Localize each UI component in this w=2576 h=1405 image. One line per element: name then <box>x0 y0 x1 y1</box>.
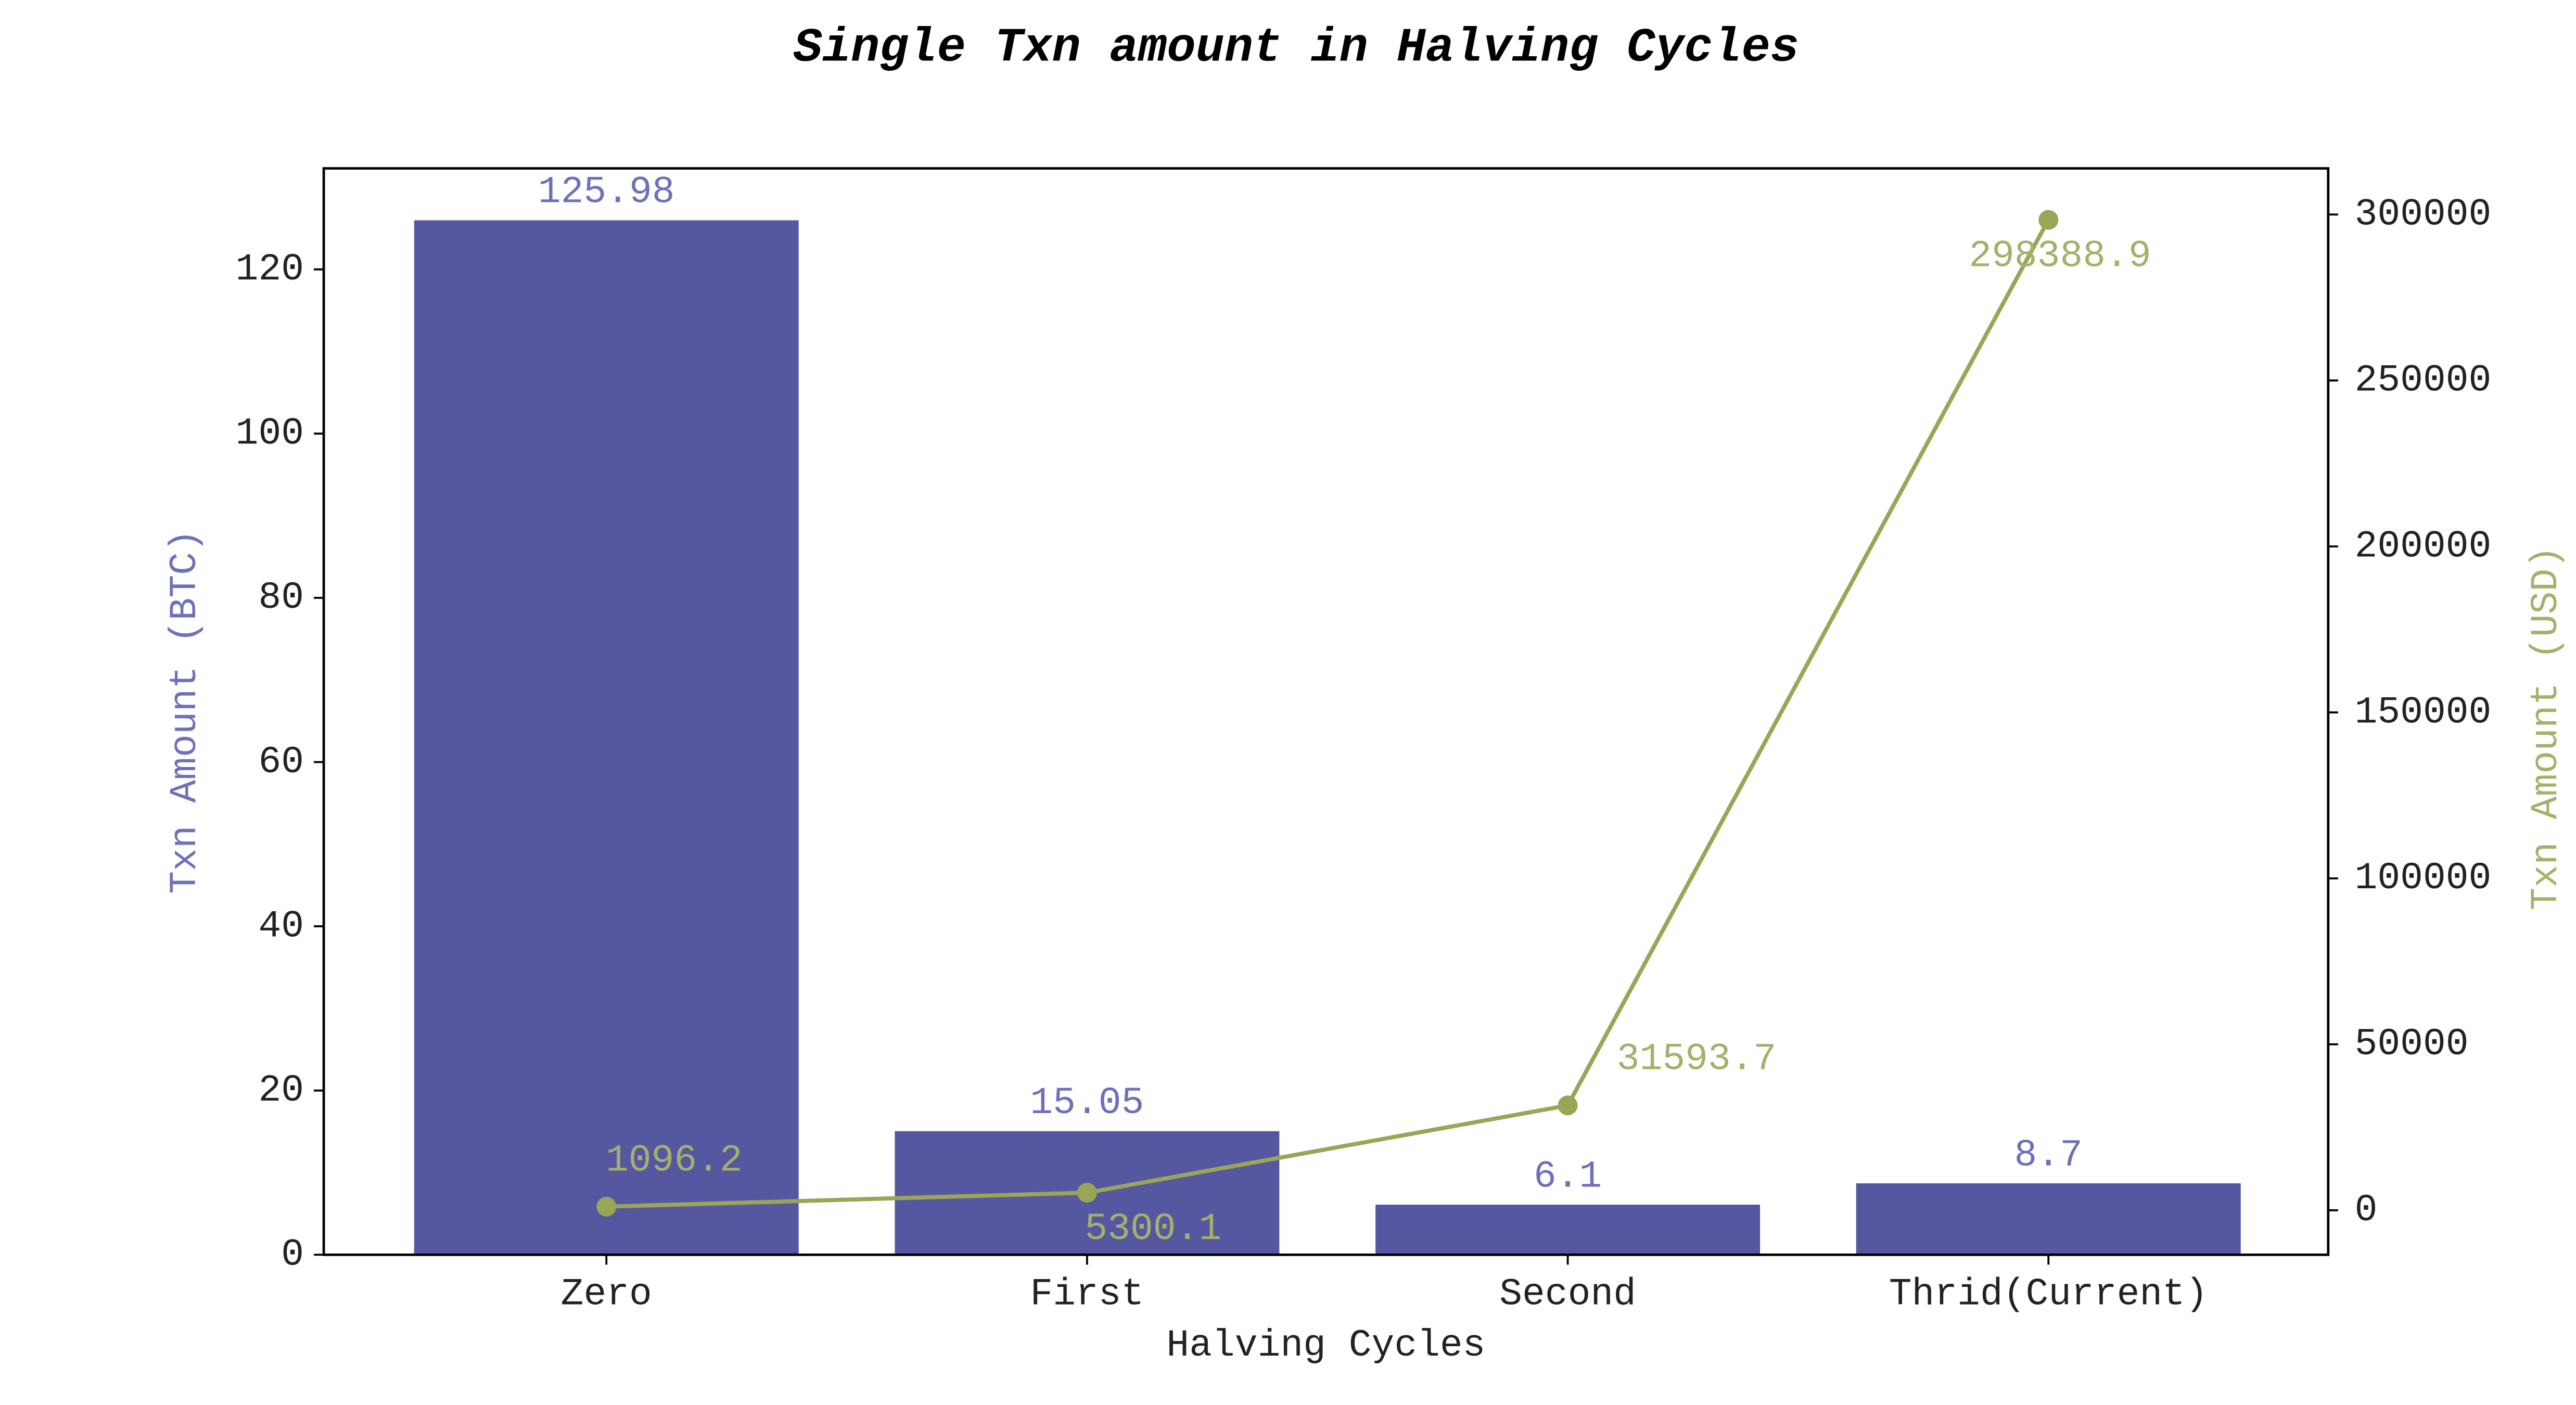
x-axis-label: Halving Cycles <box>1166 1324 1485 1367</box>
bar-value-label: 8.7 <box>2014 1133 2083 1177</box>
plot-frame <box>322 167 2330 1256</box>
bar-value-label: 15.05 <box>1030 1081 1144 1125</box>
y2-tick-label: 150000 <box>2355 691 2492 734</box>
y2-tick-label: 250000 <box>2355 359 2492 402</box>
y2-tick-label: 50000 <box>2355 1023 2469 1066</box>
bar-value-label: 125.98 <box>538 171 675 214</box>
line-value-label: 5300.1 <box>1085 1207 1221 1250</box>
line-value-label: 298388.9 <box>1969 235 2151 278</box>
line-value-label: 1096.2 <box>606 1139 743 1182</box>
bar-value-label: 6.1 <box>1534 1155 1602 1198</box>
y-tick-label: 80 <box>258 576 304 619</box>
line-point <box>596 1196 617 1217</box>
line-point <box>1077 1182 1097 1203</box>
y-tick-label: 120 <box>236 248 304 291</box>
x-tick-label: Second <box>1499 1273 1636 1316</box>
y2-axis-label: Txn Amount (USD) <box>2524 546 2568 911</box>
y-tick-label: 0 <box>281 1233 304 1276</box>
line-point <box>1558 1095 1578 1116</box>
x-tick-label: Thrid(Current) <box>1889 1273 2208 1316</box>
y2-tick-label: 100000 <box>2355 857 2492 900</box>
y2-tick-label: 300000 <box>2355 193 2492 236</box>
bar <box>414 220 799 1255</box>
y-tick-label: 20 <box>258 1069 304 1112</box>
y2-tick-label: 200000 <box>2355 525 2492 568</box>
y-tick-label: 100 <box>236 412 304 455</box>
bar <box>1856 1183 2241 1255</box>
y-tick-label: 60 <box>258 740 304 784</box>
line-value-label: 31593.7 <box>1617 1038 1777 1081</box>
x-tick-label: Zero <box>561 1273 652 1316</box>
y-axis-label: Txn Amount (BTC) <box>163 529 207 894</box>
bar <box>1375 1205 1761 1255</box>
y2-tick-label: 0 <box>2355 1189 2378 1232</box>
y-tick-label: 40 <box>258 904 304 948</box>
x-tick-label: First <box>1030 1273 1144 1316</box>
line-point <box>2038 210 2059 230</box>
line <box>606 219 2050 1209</box>
chart-title: Single Txn amount in Halving Cycles <box>794 20 1799 75</box>
